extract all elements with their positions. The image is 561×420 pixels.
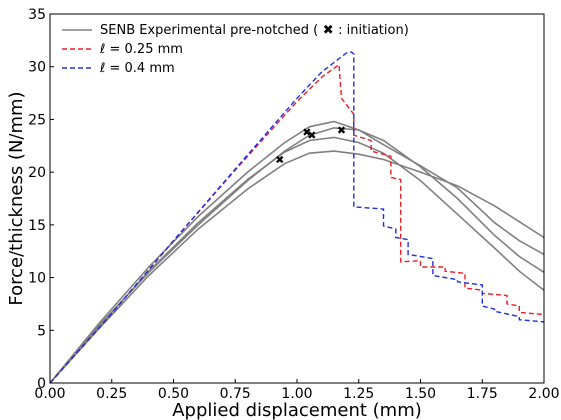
series-line-3	[49, 136, 545, 384]
x-tick-label: 2.00	[528, 386, 559, 402]
x-tick-label: 0.50	[158, 386, 189, 402]
series-line-4	[49, 63, 545, 384]
x-tick-label: 0.75	[220, 386, 251, 402]
initiation-markers-group: ✖✖✖ ✖	[275, 124, 346, 167]
x-tick-label: 0.00	[34, 386, 65, 402]
x-axis-ticks: 0.00 0.25 0.50 0.75 1.00 1.25 1.50 1.75 2.00	[34, 379, 560, 402]
plot-lines-group	[49, 51, 545, 384]
x-tick-label: 1.75	[467, 386, 498, 402]
legend-label-text: SENB Experimental pre-notched (	[100, 23, 318, 38]
legend-label: ℓ = 0.4 mm	[99, 61, 175, 76]
y-tick-label: 20	[28, 165, 46, 181]
x-axis-label: Applied displacement (mm)	[172, 400, 422, 420]
series-line-0	[49, 127, 545, 384]
initiation-marker: ✖	[302, 126, 311, 139]
initiation-marker: ✖	[337, 124, 346, 137]
initiation-marker: ✖	[307, 129, 316, 142]
y-tick-label: 5	[37, 323, 46, 339]
x-tick-label: 0.25	[96, 386, 127, 402]
legend-label-tail: : initiation)	[338, 23, 409, 38]
legend-label-text: ℓ = 0.25 mm	[99, 42, 183, 57]
y-tick-label: 10	[28, 271, 46, 287]
series-line-5	[49, 51, 545, 384]
x-tick-label: 1.25	[343, 386, 374, 402]
y-axis-label: Force/thickness (N/mm)	[6, 91, 27, 305]
legend-label: ℓ = 0.25 mm	[99, 42, 183, 57]
legend-label: SENB Experimental pre-notched ( ✖ : init…	[100, 23, 409, 38]
series-line-2	[49, 120, 545, 384]
x-tick-label: 1.50	[405, 386, 436, 402]
y-tick-label: 0	[37, 376, 46, 392]
legend-label-text: ℓ = 0.4 mm	[99, 61, 175, 76]
initiation-marker: ✖	[275, 153, 284, 166]
y-tick-label: 30	[28, 60, 46, 76]
y-tick-label: 15	[28, 218, 46, 234]
x-tick-label: 1.00	[281, 386, 312, 402]
legend-marker-glyph: ✖	[318, 23, 338, 38]
legend: SENB Experimental pre-notched ( ✖ : init…	[62, 23, 409, 76]
y-tick-label: 35	[28, 7, 46, 23]
y-tick-label: 25	[28, 112, 46, 128]
y-axis-ticks: 0 5 10 15 20 25 30 35	[28, 7, 54, 392]
series-line-1	[49, 150, 545, 384]
